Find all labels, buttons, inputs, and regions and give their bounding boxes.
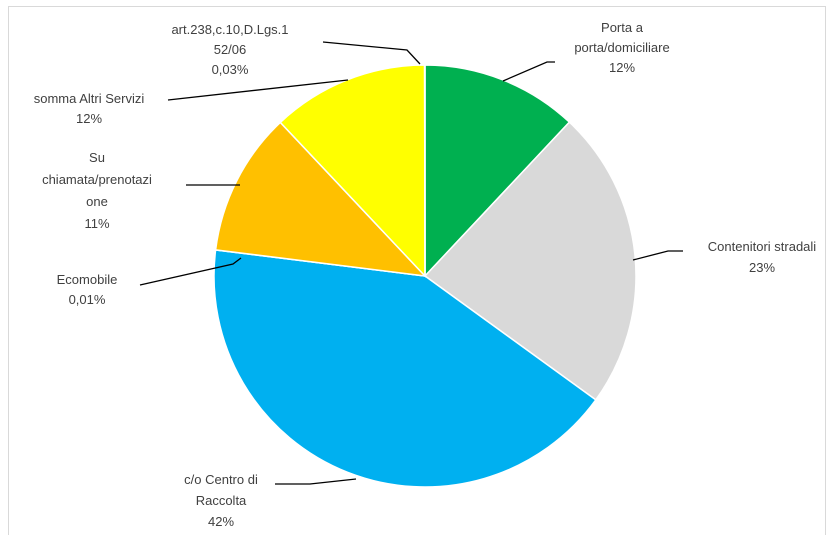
data-label-4-line-2: one [86,194,108,209]
leader-line-3 [139,257,242,286]
data-label-0-line-0: Porta a [601,20,644,35]
data-label-4-line-1: chiamata/prenotazi [42,172,152,187]
data-label-6-line-2: 0,03% [212,62,249,77]
pie-slice-4 [214,121,427,278]
data-label-2-line-2: 42% [208,514,234,529]
data-label-3-line-1: 0,01% [69,292,106,307]
data-label-0: Porta a porta/domiciliare 12% [574,20,669,75]
data-label-3-line-0: Ecomobile [57,272,118,287]
pie-slice-2 [213,249,597,488]
data-label-5: somma Altri Servizi 12% [34,91,145,126]
data-label-6-line-0: art.238,c.10,D.Lgs.1 [171,22,288,37]
data-label-2-line-1: Raccolta [196,493,247,508]
data-label-1: Contenitori stradali 23% [708,239,816,275]
leader-line-6 [322,41,421,65]
data-label-4-line-3: 11% [84,216,109,231]
leader-line-2 [275,478,357,485]
leader-line-1 [632,250,683,261]
data-label-5-line-1: 12% [76,111,102,126]
data-label-0-line-2: 12% [609,60,635,75]
data-label-0-line-1: porta/domiciliare [574,40,669,55]
data-label-5-line-0: somma Altri Servizi [34,91,145,106]
data-label-1-line-0: Contenitori stradali [708,239,816,254]
data-label-2-line-0: c/o Centro di [184,472,258,487]
data-label-1-line-1: 23% [749,260,775,275]
pie-slice-1 [423,121,637,401]
leader-line-0 [502,61,555,82]
data-label-4-line-0: Su [89,150,105,165]
data-label-6-line-1: 52/06 [214,42,247,57]
pie-slice-0 [424,64,571,278]
data-label-2: c/o Centro di Raccolta 42% [184,472,258,529]
data-label-4: Su chiamata/prenotazi one 11% [42,150,152,231]
data-label-3: Ecomobile 0,01% [57,272,118,307]
data-label-6: art.238,c.10,D.Lgs.1 52/06 0,03% [171,22,288,77]
leader-line-5 [167,79,349,101]
